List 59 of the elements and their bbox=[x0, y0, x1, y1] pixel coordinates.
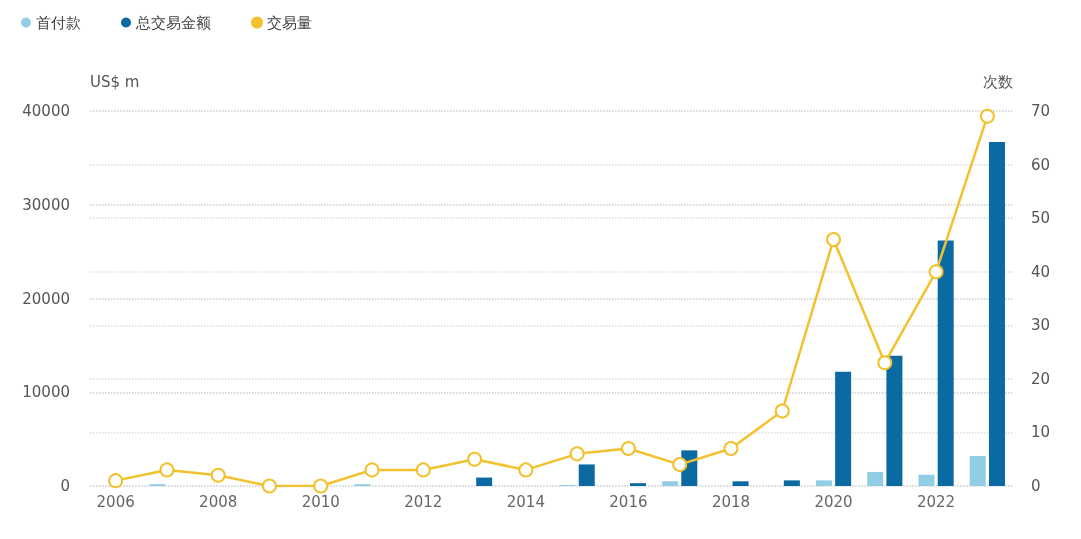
point bbox=[569, 446, 585, 462]
bar bbox=[969, 456, 986, 486]
x-tick-label: 2010 bbox=[301, 492, 340, 511]
bar bbox=[630, 483, 647, 486]
point bbox=[620, 441, 636, 456]
bar bbox=[732, 481, 749, 486]
y2-tick-label: 60 bbox=[1031, 155, 1051, 174]
bar bbox=[867, 471, 884, 486]
y2-tick-label: 10 bbox=[1031, 423, 1051, 442]
bar bbox=[476, 477, 493, 486]
legend-label: 首付款 bbox=[36, 13, 81, 32]
x-tick-label: 2020 bbox=[814, 492, 853, 511]
point bbox=[672, 457, 688, 473]
y-tick-label: 30000 bbox=[22, 195, 70, 214]
point bbox=[979, 108, 995, 124]
bar bbox=[918, 474, 935, 486]
y-tick-label: 10000 bbox=[22, 383, 70, 402]
point bbox=[774, 403, 790, 419]
point bbox=[313, 478, 329, 494]
point bbox=[108, 473, 124, 489]
point bbox=[518, 462, 534, 478]
x-tick-label: 2006 bbox=[96, 492, 135, 511]
point bbox=[364, 462, 380, 478]
bar bbox=[886, 355, 903, 486]
legend-label: 总交易金额 bbox=[135, 13, 211, 32]
bar bbox=[815, 480, 832, 486]
x-tick-label: 2008 bbox=[199, 492, 238, 511]
point bbox=[928, 264, 944, 280]
y-tick-label: 40000 bbox=[22, 102, 70, 120]
x-tick-label: 2014 bbox=[506, 492, 545, 511]
bar bbox=[662, 481, 679, 486]
y-axis-title: US$ m bbox=[90, 72, 140, 91]
bar bbox=[835, 371, 852, 486]
point bbox=[210, 467, 226, 483]
point bbox=[415, 462, 431, 478]
y2-tick-label: 30 bbox=[1031, 316, 1051, 335]
bar bbox=[783, 480, 800, 486]
y2-tick-label: 20 bbox=[1031, 369, 1051, 388]
y2-tick-label: 40 bbox=[1031, 262, 1051, 281]
legend-label: 交易量 bbox=[267, 13, 312, 32]
y2-axis-title: 次数 bbox=[983, 72, 1013, 91]
y2-tick-label: 0 bbox=[1031, 477, 1041, 495]
bar bbox=[578, 464, 595, 486]
point bbox=[159, 462, 175, 478]
bar bbox=[988, 141, 1005, 486]
point bbox=[826, 232, 842, 248]
y-tick-label: 20000 bbox=[22, 289, 70, 308]
x-tick-label: 2012 bbox=[404, 492, 443, 511]
y2-tick-label: 50 bbox=[1031, 209, 1051, 228]
y-tick-label: 0 bbox=[60, 477, 70, 495]
point bbox=[467, 451, 483, 467]
point bbox=[723, 441, 739, 456]
x-tick-label: 2022 bbox=[916, 492, 956, 511]
x-tick-label: 2016 bbox=[609, 492, 648, 511]
bar bbox=[937, 240, 954, 486]
x-tick-label: 2018 bbox=[711, 492, 751, 511]
point bbox=[261, 478, 277, 494]
y2-tick-label: 70 bbox=[1031, 102, 1051, 120]
point bbox=[877, 355, 893, 371]
